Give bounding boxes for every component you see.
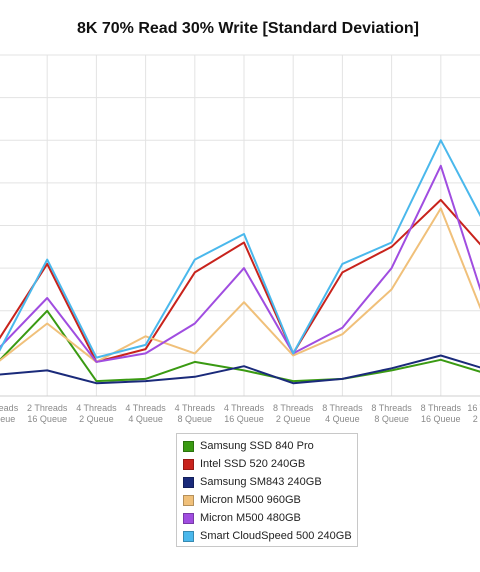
legend-item: Smart CloudSpeed 500 240GB [183,527,357,545]
x-tick-label: 2 Threads 16 Queue [27,403,68,424]
x-tick-label-line: 16 Threads [467,403,480,413]
x-tick-label-line: 4 Queue [325,414,360,424]
x-tick-label-line: 8 Threads [322,403,363,413]
legend-swatch [183,530,194,542]
x-tick-label: 8 Threads 2 Queue [273,403,314,424]
x-tick-label: 8 Threads 8 Queue [371,403,412,424]
x-tick-label-line: 4 Threads [224,403,265,413]
legend-label: Smart CloudSpeed 500 240GB [200,530,352,542]
x-tick-label-line: 4 Queue [128,414,163,424]
x-tick-label-line: 8 Threads [273,403,314,413]
series-line-2 [0,198,480,363]
x-tick-label: 4 Threads 4 Queue [125,403,166,424]
chart-legend: Samsung SSD 840 Pro Intel SSD 520 240GB Sa… [176,433,358,547]
x-tick-label-line: 16 Queue [27,414,67,424]
legend-swatch [183,458,194,470]
x-tick-label-line: 8 Threads [421,403,462,413]
x-tick-label-line: 4 Threads [76,403,117,413]
x-tick-label-line: 2 Threads [27,403,68,413]
legend-item: Micron M500 960GB [183,491,357,509]
series-line-4 [0,207,480,363]
x-tick-label: 8 Threads 4 Queue [322,403,363,424]
legend-label: Samsung SM843 240GB [200,476,322,488]
x-tick-label-line: 2 Queue [473,414,480,424]
x-tick-label-line: 4 Threads [175,403,216,413]
x-tick-label-line: 2 Queue [276,414,311,424]
x-tick-label: 4 Threads 8 Queue [175,403,216,424]
legend-swatch [183,476,194,488]
x-tick-label-line: 8 Queue [374,414,409,424]
legend-label: Micron M500 960GB [200,494,301,506]
x-tick-label-line: 8 Threads [371,403,412,413]
x-tick-label-line: 4 Threads [125,403,166,413]
x-tick-label: 4 Threads 16 Queue [224,403,265,424]
legend-swatch [183,512,194,524]
x-tick-label-line: 8 Queue [178,414,213,424]
legend-swatch [183,440,194,452]
x-tick-label: 8 Threads 16 Queue [421,403,462,424]
legend-item: Samsung SM843 240GB [183,473,357,491]
legend-item: Intel SSD 520 240GB [183,455,357,473]
series-line-1 [0,309,480,383]
series-line-5 [0,164,480,363]
x-tick-label-line: 16 Queue [421,414,461,424]
legend-item: Micron M500 480GB [183,509,357,527]
x-tick-label-line: 16 Queue [224,414,264,424]
legend-swatch [183,494,194,506]
x-tick-label-line: 8 Queue [0,414,15,424]
x-tick-label: 4 Threads 2 Queue [76,403,117,424]
legend-label: Intel SSD 520 240GB [200,458,306,470]
legend-label: Micron M500 480GB [200,512,301,524]
series-line-6 [0,139,480,359]
chart-title: 8K 70% Read 30% Write [Standard Deviatio… [76,20,420,37]
legend-item: Samsung SSD 840 Pro [183,437,357,455]
x-tick-label-line: 2 Queue [79,414,114,424]
x-tick-label-line: 2 Threads [0,403,19,413]
legend-label: Samsung SSD 840 Pro [200,440,314,452]
series-line-3 [0,354,480,385]
